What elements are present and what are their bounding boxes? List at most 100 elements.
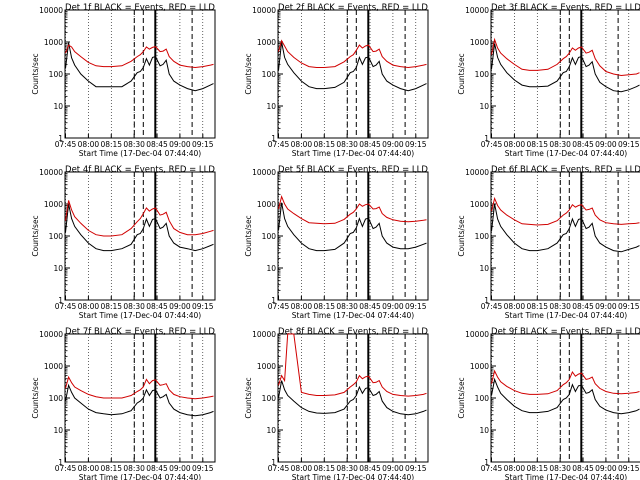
y-axis-label: Counts/sec — [31, 53, 40, 94]
y-axis-label: Counts/sec — [457, 215, 466, 256]
x-tick-label: 07:45 — [55, 464, 77, 473]
y-tick-label: 100 — [49, 70, 64, 79]
x-tick-label: 09:00 — [169, 464, 191, 473]
y-tick-label: 10000 — [252, 168, 276, 177]
y-tick-label: 10000 — [465, 168, 489, 177]
chart-title: Det 9f BLACK = Events, RED = LLD — [491, 327, 640, 337]
x-tick-label: 08:45 — [359, 302, 381, 311]
series-line-red — [491, 37, 640, 77]
chart-title: Det 2f BLACK = Events, RED = LLD — [278, 3, 428, 13]
y-tick-label: 100 — [475, 232, 490, 241]
x-axis-label: Start Time (17-Dec-04 07:44:40) — [292, 473, 414, 480]
y-tick-label: 10000 — [39, 330, 63, 339]
x-tick-label: 08:00 — [78, 302, 100, 311]
x-axis-label: Start Time (17-Dec-04 07:44:40) — [505, 149, 627, 158]
x-tick-label: 08:30 — [336, 140, 358, 149]
y-axis-label: Counts/sec — [244, 215, 253, 256]
x-tick-label: 08:30 — [549, 140, 571, 149]
y-tick-label: 10 — [479, 264, 489, 273]
x-tick-label: 08:15 — [100, 464, 122, 473]
chart-panel-9: Det 9f BLACK = Events, RED = LLD 07:45 08:… — [457, 327, 640, 480]
chart-title: Det 8f BLACK = Events, RED = LLD — [278, 327, 428, 337]
y-axis-label: Counts/sec — [457, 53, 466, 94]
x-tick-label: 08:00 — [291, 464, 313, 473]
series-line-black — [65, 383, 214, 417]
series-line-red — [491, 196, 640, 226]
series-line-black — [65, 42, 214, 92]
x-tick-label: 08:30 — [123, 302, 145, 311]
x-tick-label: 08:45 — [572, 140, 594, 149]
x-tick-label: 08:00 — [291, 140, 313, 149]
y-tick-label: 1 — [58, 458, 63, 467]
y-tick-label: 100 — [475, 70, 490, 79]
x-tick-label: 08:45 — [359, 464, 381, 473]
series-line-black — [491, 43, 640, 93]
x-axis-label: Start Time (17-Dec-04 07:44:40) — [505, 311, 627, 320]
series-line-red — [65, 375, 214, 400]
x-tick-label: 07:45 — [268, 302, 290, 311]
x-tick-label: 09:00 — [169, 140, 191, 149]
x-tick-label: 08:00 — [78, 140, 100, 149]
y-axis-label: Counts/sec — [244, 53, 253, 94]
y-tick-label: 10 — [266, 264, 276, 273]
y-tick-label: 100 — [262, 232, 277, 241]
y-tick-label: 10 — [479, 102, 489, 111]
x-tick-label: 07:45 — [268, 464, 290, 473]
y-tick-label: 1 — [271, 296, 276, 305]
chart-title: Det 4f BLACK = Events, RED = LLD — [65, 165, 215, 175]
x-tick-label: 08:00 — [291, 302, 313, 311]
x-tick-label: 09:15 — [405, 140, 427, 149]
x-tick-label: 08:45 — [572, 464, 594, 473]
y-tick-label: 1000 — [257, 38, 276, 47]
chart-title: Det 3f BLACK = Events, RED = LLD — [491, 3, 640, 13]
y-tick-label: 1 — [58, 296, 63, 305]
y-tick-label: 1 — [484, 134, 489, 143]
y-axis-label: Counts/sec — [457, 377, 466, 418]
x-tick-label: 07:45 — [481, 464, 503, 473]
y-tick-label: 10000 — [252, 6, 276, 15]
x-tick-label: 08:45 — [146, 302, 168, 311]
series-line-black — [278, 380, 427, 416]
y-tick-label: 10000 — [252, 330, 276, 339]
x-tick-label: 08:15 — [526, 302, 548, 311]
x-axis-label: Start Time (17-Dec-04 07:44:40) — [292, 311, 414, 320]
x-tick-label: 08:15 — [526, 140, 548, 149]
y-tick-label: 1000 — [44, 200, 63, 209]
x-tick-label: 08:15 — [100, 140, 122, 149]
y-tick-label: 10000 — [465, 6, 489, 15]
x-tick-label: 08:45 — [572, 302, 594, 311]
x-tick-label: 08:30 — [123, 464, 145, 473]
x-tick-label: 08:15 — [313, 302, 335, 311]
x-tick-label: 09:15 — [192, 464, 214, 473]
x-tick-label: 07:45 — [55, 302, 77, 311]
y-tick-label: 1 — [271, 134, 276, 143]
x-axis-label: Start Time (17-Dec-04 07:44:40) — [79, 311, 201, 320]
x-tick-label: 08:30 — [336, 464, 358, 473]
y-tick-label: 10 — [266, 426, 276, 435]
x-tick-label: 08:30 — [549, 464, 571, 473]
series-line-red — [65, 200, 214, 237]
y-tick-label: 1000 — [44, 362, 63, 371]
chart-title: Det 5f BLACK = Events, RED = LLD — [278, 165, 428, 175]
x-axis-label: Start Time (17-Dec-04 07:44:40) — [79, 149, 201, 158]
x-tick-label: 09:00 — [382, 302, 404, 311]
series-line-red — [278, 333, 427, 397]
y-tick-label: 100 — [262, 394, 277, 403]
chart-title: Det 1f BLACK = Events, RED = LLD — [65, 3, 215, 13]
x-tick-label: 07:45 — [481, 302, 503, 311]
series-line-black — [491, 203, 640, 253]
x-tick-label: 09:15 — [618, 140, 640, 149]
x-tick-label: 08:00 — [504, 140, 526, 149]
series-line-red — [278, 39, 427, 69]
y-tick-label: 10 — [53, 426, 63, 435]
x-axis-label: Start Time (17-Dec-04 07:44:40) — [292, 149, 414, 158]
x-tick-label: 09:15 — [405, 464, 427, 473]
y-tick-label: 10 — [53, 102, 63, 111]
